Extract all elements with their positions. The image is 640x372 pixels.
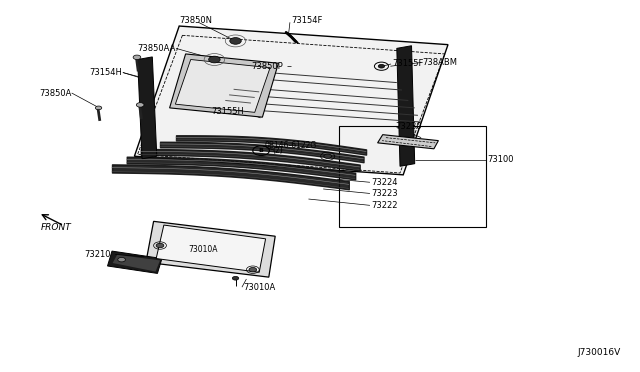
Text: 738ABM: 738ABM [422, 58, 458, 67]
Polygon shape [170, 54, 278, 117]
Text: (2): (2) [272, 146, 283, 155]
Text: 73100: 73100 [488, 155, 514, 164]
Text: 73010A: 73010A [243, 283, 275, 292]
Text: 73850AA: 73850AA [138, 44, 176, 53]
Text: 73154H: 73154H [90, 68, 122, 77]
Text: J730016V: J730016V [577, 348, 621, 357]
Circle shape [136, 103, 144, 107]
Polygon shape [146, 221, 275, 277]
Text: 73224: 73224 [371, 178, 397, 187]
Circle shape [249, 267, 257, 272]
Polygon shape [108, 251, 162, 273]
Text: 73155H: 73155H [211, 107, 244, 116]
Text: 73850N: 73850N [179, 16, 212, 25]
Text: 73154F: 73154F [291, 16, 323, 25]
Polygon shape [113, 255, 160, 272]
Text: 73222: 73222 [371, 201, 397, 210]
Circle shape [230, 38, 241, 44]
Text: 73223: 73223 [371, 189, 398, 198]
Circle shape [95, 106, 102, 110]
Circle shape [324, 154, 332, 158]
Circle shape [378, 64, 385, 68]
Text: 73210: 73210 [84, 250, 111, 259]
Polygon shape [156, 225, 266, 272]
Text: 73230: 73230 [396, 122, 422, 131]
Text: B: B [259, 148, 264, 153]
Bar [339, 126, 486, 227]
Circle shape [209, 56, 220, 63]
Text: 73850P: 73850P [251, 62, 283, 71]
Polygon shape [378, 135, 438, 149]
Text: 73155F: 73155F [392, 59, 424, 68]
Polygon shape [134, 26, 448, 175]
Circle shape [118, 257, 125, 262]
Polygon shape [397, 46, 415, 166]
Polygon shape [175, 60, 270, 112]
Circle shape [156, 243, 164, 248]
Text: FRONT: FRONT [40, 223, 71, 232]
Circle shape [232, 276, 239, 280]
Text: 73010A: 73010A [189, 245, 218, 254]
Text: 0B146-6122G: 0B146-6122G [264, 141, 317, 150]
Polygon shape [138, 57, 157, 159]
Circle shape [133, 55, 141, 60]
Text: 73850A: 73850A [40, 89, 72, 97]
